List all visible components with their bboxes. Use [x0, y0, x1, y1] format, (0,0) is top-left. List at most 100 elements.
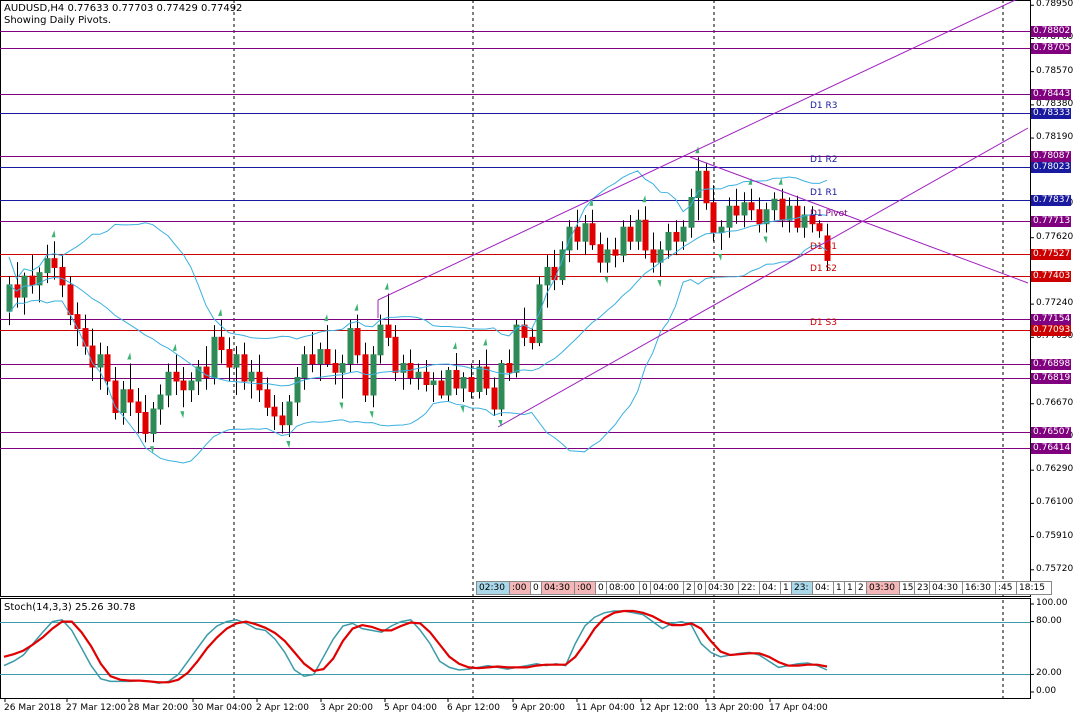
session-box-3: 04:30 [541, 581, 577, 595]
candle-body-91 [695, 170, 702, 199]
candle-body-25 [195, 366, 202, 382]
candle-body-89 [680, 226, 687, 242]
candle-body-58 [445, 370, 452, 396]
session-box-24: 16:30 [962, 581, 998, 595]
pivot-note: Showing Daily Pivots. [4, 15, 112, 26]
candle-body-22 [173, 371, 180, 382]
candle-body-92 [703, 170, 710, 204]
time-axis-label-11: 13 Apr 20:00 [705, 703, 764, 713]
fractal-down-marker-100 [763, 236, 768, 244]
stoch-tick-label-2: 20.00 [1036, 668, 1062, 679]
stoch-tick-label-3: 0.00 [1036, 686, 1057, 696]
candle-body-88 [673, 231, 680, 242]
candle-body-87 [665, 231, 672, 251]
fractal-up-marker-50 [384, 282, 389, 290]
time-axis-label-5: 3 Apr 20:00 [320, 703, 373, 713]
candle-body-62 [476, 366, 483, 393]
candle-body-105 [801, 214, 808, 228]
fractal-down-marker-23 [180, 411, 185, 419]
candle-body-80 [612, 249, 619, 256]
candle-body-28 [218, 336, 225, 351]
price-tick-label-8: 0.77050 [1036, 331, 1074, 342]
level-price-tag-15: 0.76414 [1031, 442, 1071, 454]
candle-body-40 [309, 354, 316, 365]
candle-body-79 [604, 249, 611, 263]
candle-body-34 [264, 389, 271, 408]
fractal-down-marker-44 [339, 402, 344, 410]
level-price-tag-9: 0.77403 [1031, 270, 1071, 282]
candle-body-94 [718, 226, 725, 233]
candle-body-3 [29, 275, 36, 286]
fractal-up-marker-84 [642, 195, 647, 203]
level-price-tag-14: 0.76507 [1031, 426, 1071, 438]
level-price-tag-8: 0.77527 [1031, 248, 1071, 260]
stoch-main-line [3, 610, 828, 684]
stoch-tick-label-0: 100.00 [1036, 598, 1068, 608]
candle-body-98 [748, 202, 755, 211]
candle-body-23 [180, 380, 187, 391]
time-axis-label-2: 28 Mar 20:00 [128, 703, 189, 713]
candle-body-93 [710, 202, 717, 233]
candle-body-26 [203, 366, 210, 379]
candle-body-63 [483, 366, 490, 389]
candle-body-104 [794, 205, 801, 228]
candle-body-103 [786, 205, 793, 221]
candle-body-4 [36, 272, 43, 286]
level-price-tag-5: 0.78023 [1031, 161, 1071, 173]
price-tick-label-13: 0.75910 [1036, 530, 1074, 541]
fractal-up-marker-6 [51, 230, 56, 238]
stoch-signal-line [3, 609, 828, 684]
candle-body-81 [620, 226, 627, 256]
price-tick-label-14: 0.75720 [1036, 563, 1074, 574]
fractal-up-marker-59 [452, 342, 457, 350]
stoch-pane-frame [0, 598, 1031, 699]
time-axis-label-7: 6 Apr 12:00 [447, 703, 500, 713]
session-box-0: 02:30 [476, 581, 512, 595]
candle-body-41 [317, 349, 324, 365]
channel-lower-line [497, 127, 1029, 428]
candle-body-20 [157, 394, 164, 410]
candle-body-55 [423, 371, 430, 386]
candle-body-24 [188, 380, 195, 391]
price-tick-label-3: 0.78380 [1036, 98, 1074, 109]
candle-body-86 [657, 249, 664, 263]
fractal-up-marker-46 [354, 303, 359, 311]
candle-body-57 [438, 380, 445, 396]
pivot-label-9: D1 S2 [810, 263, 837, 274]
fractal-down-marker-60 [460, 405, 465, 413]
level-price-tag-2: 0.78443 [1031, 88, 1071, 100]
candle-body-30 [233, 354, 240, 368]
pivot-label-3: D1 R3 [810, 100, 838, 111]
price-tick-label-7: 0.77240 [1036, 298, 1074, 309]
candle-body-108 [824, 235, 831, 261]
fractal-down-marker-94 [717, 253, 722, 261]
stoch-tick-label-1: 80.00 [1036, 615, 1062, 626]
channel-upper-line [377, 0, 1017, 301]
session-box-26: 18:15 [1016, 581, 1052, 595]
session-box-21: 15 [899, 581, 917, 595]
stoch-label: Stoch(14,3,3) 25.26 30.78 [4, 602, 136, 613]
level-price-tag-3: 0.78333 [1031, 107, 1071, 119]
candle-body-76 [582, 223, 589, 242]
time-axis-label-0: 26 Mar 2018 [4, 703, 62, 713]
fractal-up-marker-63 [483, 338, 488, 346]
candle-body-38 [294, 377, 301, 403]
candle-body-27 [211, 336, 218, 379]
candle-body-67 [513, 324, 520, 373]
candle-body-16 [127, 389, 134, 403]
candle-body-82 [627, 226, 634, 242]
level-price-tag-1: 0.78705 [1031, 42, 1071, 54]
level-price-tag-13: 0.76819 [1031, 372, 1071, 384]
session-box-8: 04:00 [650, 581, 686, 595]
candle-body-84 [642, 219, 649, 251]
candle-body-18 [142, 411, 149, 434]
candle-body-54 [415, 371, 422, 379]
session-box-19: 2 [855, 581, 869, 595]
candle-body-11 [89, 345, 96, 368]
pivot-label-7: D1 Pivot [810, 208, 848, 219]
candle-body-31 [241, 354, 248, 382]
candle-body-95 [726, 205, 733, 228]
candle-body-85 [650, 249, 657, 263]
candle-body-32 [248, 371, 255, 382]
